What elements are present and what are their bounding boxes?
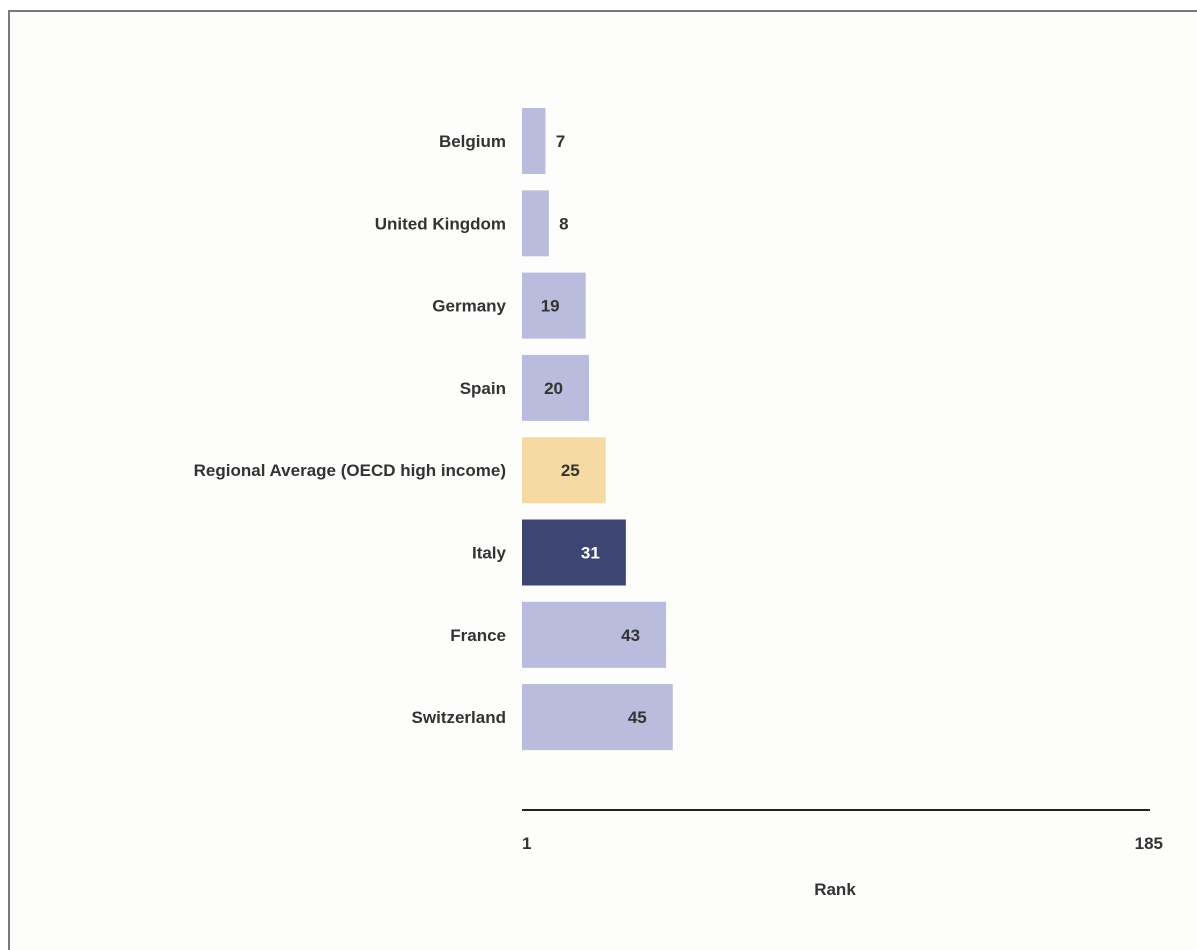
bar-france bbox=[522, 601, 667, 668]
category-label: United Kingdom bbox=[375, 214, 506, 233]
value-label: 20 bbox=[544, 379, 563, 398]
bar-belgium bbox=[522, 108, 546, 174]
category-label: Regional Average (OECD high income) bbox=[194, 461, 506, 480]
value-label: 8 bbox=[559, 214, 568, 233]
value-label: 19 bbox=[541, 297, 560, 316]
value-label: 31 bbox=[581, 544, 600, 563]
category-label: Spain bbox=[460, 379, 506, 398]
bar-united-kingdom bbox=[522, 190, 549, 257]
value-label: 7 bbox=[556, 132, 565, 151]
x-axis-title: Rank bbox=[814, 880, 856, 899]
category-label: Belgium bbox=[439, 132, 506, 151]
value-label: 45 bbox=[628, 708, 647, 727]
x-tick-label-min: 1 bbox=[522, 834, 531, 853]
category-label: France bbox=[450, 626, 506, 645]
x-tick-label-max: 185 bbox=[1135, 834, 1163, 853]
category-label: Italy bbox=[472, 544, 507, 563]
category-label: Switzerland bbox=[412, 708, 506, 727]
bar-regional-average-oecd-high-income bbox=[522, 437, 606, 504]
category-label: Germany bbox=[432, 297, 506, 316]
value-label: 43 bbox=[621, 626, 640, 645]
value-label: 25 bbox=[561, 461, 580, 480]
bar-germany bbox=[522, 272, 586, 339]
bars-group: Belgium 7 United Kingdom 8 Germany 19 Spain 20 R… bbox=[194, 108, 673, 751]
bar-spain bbox=[522, 354, 589, 421]
bar-italy bbox=[522, 519, 626, 586]
bar-switzerland bbox=[522, 684, 673, 751]
